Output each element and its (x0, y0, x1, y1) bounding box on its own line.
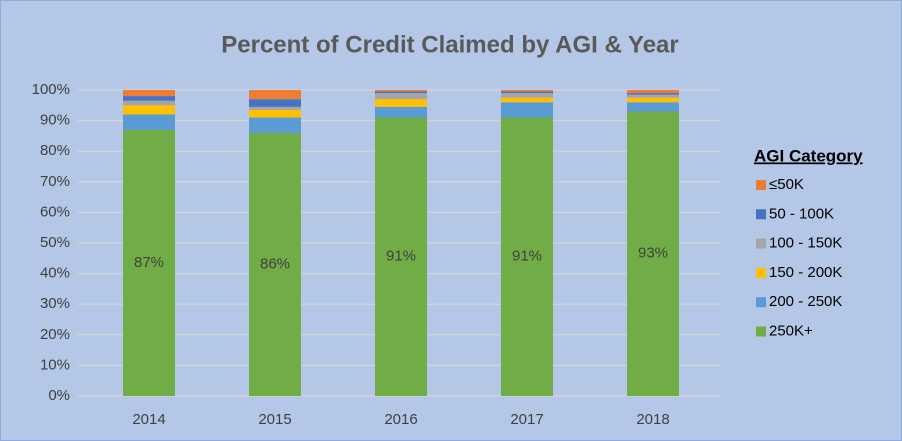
y-tick-label: 60% (40, 203, 70, 220)
x-tick-label: 2017 (510, 411, 543, 428)
bar-segment (249, 90, 301, 100)
bar-segment (627, 90, 679, 94)
legend-text: 100 - 150K (769, 235, 842, 252)
legend-text: 50 - 100K (769, 205, 834, 222)
bar-segment (501, 102, 553, 118)
x-tick-label: 2018 (636, 411, 669, 428)
y-tick-label: 80% (40, 142, 70, 159)
bar-segment (627, 102, 679, 112)
bar-segment (375, 91, 427, 94)
bar-segment (627, 94, 679, 98)
y-tick-label: 90% (40, 112, 70, 129)
bar-segment (123, 114, 175, 130)
legend-title: AGI Category (754, 146, 863, 165)
bar-segment (375, 93, 427, 100)
bar-segment (501, 97, 553, 103)
bar-segment (123, 90, 175, 97)
legend-swatch (756, 238, 766, 249)
x-tick-label: 2015 (258, 411, 291, 428)
data-label: 91% (512, 248, 542, 265)
x-tick-label: 2016 (384, 411, 417, 428)
y-tick-label: 70% (40, 173, 70, 190)
x-tick-label: 2014 (132, 411, 165, 428)
y-tick-label: 10% (40, 356, 70, 373)
y-tick-label: 40% (40, 265, 70, 282)
bar-segment (501, 117, 553, 396)
bar-segment (501, 93, 553, 98)
y-tick-label: 30% (40, 295, 70, 312)
legend-swatch (756, 326, 766, 337)
y-tick-label: 100% (32, 81, 70, 98)
bar-segment (375, 106, 427, 118)
data-label: 86% (260, 255, 290, 272)
data-label: 91% (386, 248, 416, 265)
data-label: 87% (134, 254, 164, 271)
bar-segment (249, 117, 301, 133)
bar-segment (375, 99, 427, 107)
legend-text: 200 - 250K (769, 293, 842, 310)
legend-swatch (756, 297, 766, 308)
bar-segment (123, 129, 175, 396)
bar-segment (375, 90, 427, 92)
legend-swatch (756, 180, 766, 190)
y-tick-label: 0% (48, 387, 70, 404)
bar-segment (123, 105, 175, 115)
bar-segment (123, 96, 175, 101)
bar-segment (627, 111, 679, 397)
legend-text: 150 - 200K (769, 264, 842, 281)
bar-segment (501, 90, 553, 92)
bar-segment (249, 132, 301, 396)
data-label: 93% (638, 245, 668, 262)
legend-text: ≤50K (769, 176, 804, 193)
bar-segment (627, 93, 679, 95)
bar-segment (501, 91, 553, 94)
chart-title: Percent of Credit Claimed by AGI & Year (221, 31, 678, 58)
legend-text: 250K+ (769, 322, 813, 339)
bar-segment (249, 106, 301, 110)
y-tick-label: 50% (40, 234, 70, 251)
legend-swatch (756, 209, 766, 220)
y-tick-label: 20% (40, 326, 70, 343)
bar-segment (627, 97, 679, 103)
bar-segment (123, 100, 175, 106)
legend-swatch (756, 267, 766, 278)
bar-segment (249, 99, 301, 107)
bar-segment (249, 109, 301, 118)
bar-segment (375, 117, 427, 396)
